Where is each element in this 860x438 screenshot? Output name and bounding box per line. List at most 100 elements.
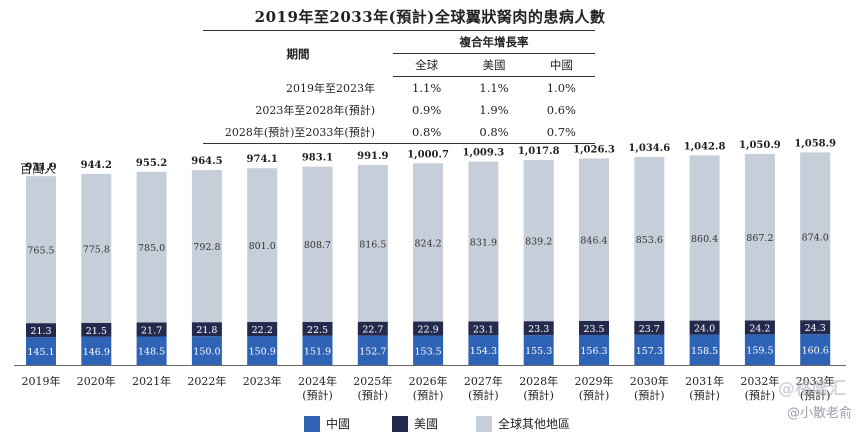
bar-segment-rest [800, 152, 831, 321]
chart-title: 2019年至2033年(預計)全球翼狀胬肉的患病人數 [254, 8, 606, 26]
x-tick-label: 2029年 [575, 374, 614, 388]
bar-segment-us [744, 320, 775, 335]
bar-segment-us [302, 321, 333, 336]
data-label-us: 21.7 [141, 325, 162, 336]
data-label-rest: 792.8 [193, 242, 220, 253]
x-tick-label: 2027年 [464, 374, 503, 388]
column-header-global: 全球 [393, 53, 461, 77]
bar-segment-us [357, 321, 388, 336]
bar-segment-us [247, 322, 278, 337]
data-label-us: 24.0 [694, 324, 715, 335]
bar-segment-rest [26, 176, 56, 324]
data-label-china: 146.9 [83, 347, 110, 358]
bar-segment-rest [191, 169, 222, 323]
bar-segment-china [634, 334, 665, 365]
total-label: 1,026.3 [573, 144, 615, 155]
data-label-china: 154.3 [470, 346, 497, 357]
bar-segment-china [523, 335, 554, 365]
total-label: 1,017.8 [518, 146, 560, 157]
legend-item-us: 美國 [392, 415, 438, 432]
data-label-us: 22.9 [418, 325, 439, 336]
x-tick-label: (預計) [579, 388, 610, 402]
table-row: 2023年至2028年(預計) 0.9% 1.9% 0.6% [203, 99, 595, 121]
data-label-us: 21.8 [196, 325, 217, 336]
legend-swatch-china [304, 415, 320, 432]
cell-us: 0.8% [460, 121, 528, 144]
bar-segment-china [357, 335, 388, 365]
x-tick-label: (預計) [800, 388, 831, 402]
bar-segment-us [634, 320, 665, 335]
total-label: 1,042.8 [684, 141, 726, 152]
bar-segment-us [800, 320, 831, 335]
cell-us: 1.9% [479, 103, 509, 117]
x-tick-label: (預計) [413, 388, 444, 402]
watermark-author: @小散老俞 [786, 406, 852, 421]
y-axis-unit-label: 百萬人 [20, 162, 57, 176]
cell-china: 0.6% [546, 103, 576, 117]
bar-segment-china [468, 335, 499, 365]
bar-segment-us [468, 321, 499, 336]
bar-segment-rest [634, 156, 665, 321]
watermark-gelonghui: @格隆汇 [778, 379, 846, 399]
data-label-rest: 839.2 [525, 237, 552, 248]
cagr-header: 複合年增長率 [393, 30, 595, 54]
legend-item-china: 中國 [304, 415, 350, 432]
table-row: 2028年(預計)至2033年(預計) 0.8% 0.8% 0.7% [203, 121, 595, 144]
cell-china: 0.7% [527, 121, 595, 144]
bar-segment-us [81, 322, 112, 337]
legend-label-china: 中國 [326, 417, 351, 431]
data-label-china: 157.3 [636, 346, 663, 357]
data-label-us: 24.2 [749, 323, 770, 334]
data-label-rest: 801.0 [249, 241, 276, 252]
x-tick-label: 2030年 [630, 374, 669, 388]
x-tick-label: 2026年 [409, 374, 448, 388]
total-label: 955.2 [136, 158, 167, 169]
row-period: 2023年至2028年(預計) [255, 104, 375, 117]
bar-segment-rest [302, 166, 333, 322]
total-label: 964.5 [191, 156, 222, 167]
data-label-rest: 831.9 [470, 238, 497, 249]
row-period: 2028年(預計)至2033年(預計) [203, 121, 393, 144]
total-label: 991.9 [357, 151, 388, 162]
x-tick-label: (預計) [689, 388, 720, 402]
data-label-china: 160.6 [802, 346, 829, 357]
total-label: 931.9 [25, 162, 56, 173]
data-label-us: 23.1 [473, 324, 494, 335]
bar-segment-china [413, 335, 444, 365]
total-label: 974.1 [247, 154, 278, 165]
x-tick-label: 2020年 [77, 374, 116, 388]
data-label-rest: 867.2 [746, 233, 773, 244]
data-label-china: 158.5 [691, 346, 718, 357]
cell-global: 1.1% [412, 81, 442, 95]
data-label-rest: 853.6 [636, 235, 663, 246]
data-label-rest: 808.7 [304, 240, 331, 251]
x-tick-label: (預計) [745, 388, 776, 402]
cell-global: 0.8% [393, 121, 461, 144]
x-tick-label: (預計) [302, 388, 333, 402]
bar-segment-china [247, 336, 278, 365]
bar-segment-rest [247, 168, 278, 323]
bar-segment-rest [357, 164, 388, 322]
bar-segment-china [26, 337, 56, 365]
total-label: 1,050.9 [739, 140, 781, 151]
x-tick-label: 2025年 [353, 374, 392, 388]
bar-segment-china [136, 336, 167, 365]
data-label-us: 22.7 [362, 325, 383, 336]
x-tick-label: 2031年 [685, 374, 724, 388]
bar-segment-us [579, 320, 609, 335]
data-label-china: 151.9 [304, 346, 331, 357]
bar-segment-china [302, 335, 333, 365]
bar-segment-us [191, 322, 222, 337]
bar-segment-rest [744, 153, 775, 321]
bar-segment-rest [468, 161, 499, 322]
data-label-rest: 860.4 [691, 234, 718, 245]
x-tick-label: 2023年 [243, 374, 282, 388]
cagr-table: 期間 複合年增長率 全球 美國 中國 2019年至2023年 1.1% 1.1%… [203, 30, 595, 144]
total-label: 1,058.9 [794, 138, 836, 149]
x-tick-label: (預計) [523, 388, 554, 402]
data-label-us: 23.3 [528, 324, 549, 335]
bar-segment-rest [523, 160, 554, 322]
bar-segment-china [744, 334, 775, 365]
x-tick-label: 2021年 [132, 374, 171, 388]
